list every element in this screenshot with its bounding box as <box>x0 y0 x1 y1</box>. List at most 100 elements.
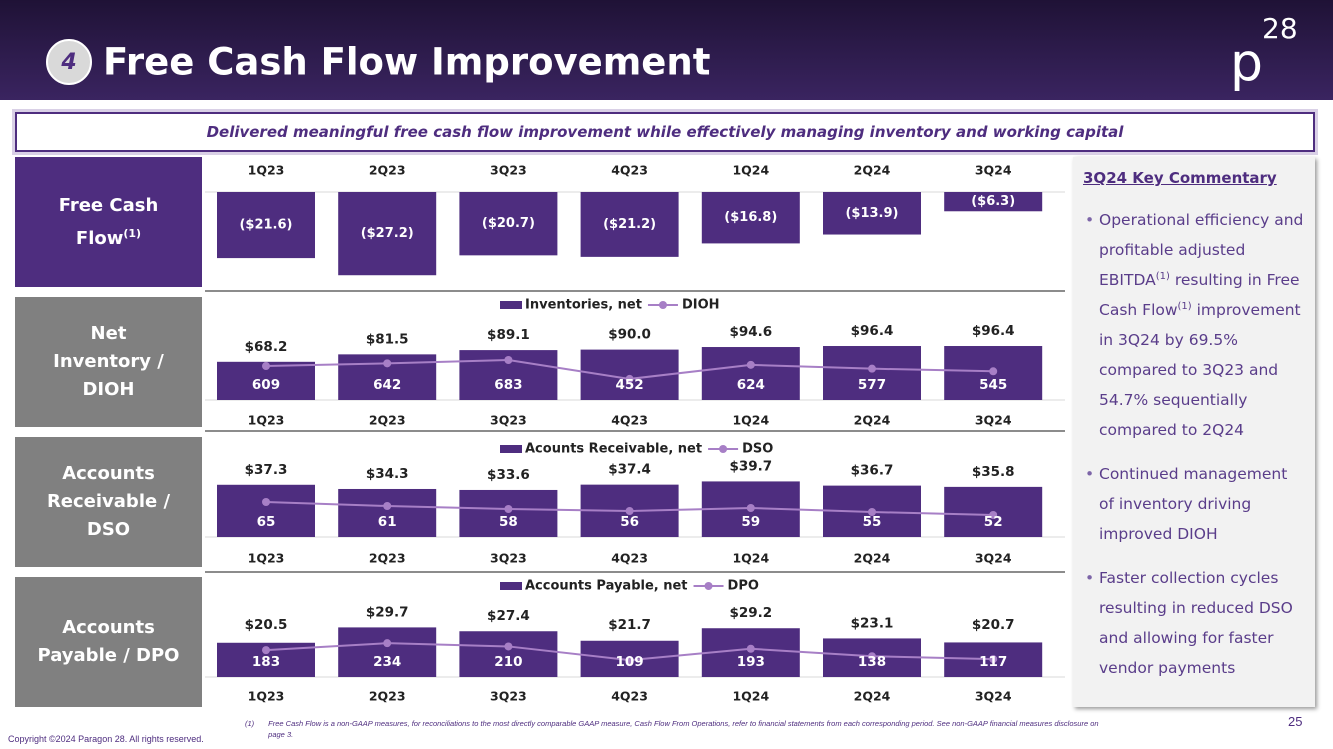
bar <box>701 347 800 400</box>
bar-value-label: ($21.6) <box>239 218 292 233</box>
line-value-label: 55 <box>863 514 882 530</box>
x-tick-label: 3Q23 <box>490 689 527 704</box>
line-value-label: 117 <box>979 654 1007 670</box>
bar-value-label: ($13.9) <box>845 206 898 221</box>
bar <box>823 346 921 400</box>
bar-value-label: $35.8 <box>972 464 1015 480</box>
line-point <box>746 504 755 512</box>
x-tick-label: 2Q24 <box>854 689 891 704</box>
x-tick-label: 2Q23 <box>369 551 406 566</box>
bar-value-label: $90.0 <box>608 327 651 343</box>
bar-value-label: $29.2 <box>729 605 772 621</box>
row-label-text: Accounts Payable / DPO <box>37 617 180 666</box>
bar <box>459 489 558 537</box>
footnote-marker: (1) <box>245 719 255 728</box>
line-value-label: 683 <box>494 377 522 393</box>
line-value-label: 61 <box>378 514 397 530</box>
bar-value-label: $20.5 <box>245 617 288 633</box>
bar-value-label: $96.4 <box>851 323 894 339</box>
line-point <box>383 502 392 510</box>
x-tick-label: 1Q24 <box>732 551 769 566</box>
x-tick-label: 2Q24 <box>854 413 891 428</box>
x-tick-label: 1Q24 <box>732 413 769 428</box>
bar <box>338 488 437 537</box>
bar <box>701 192 800 244</box>
x-tick-label: 1Q23 <box>248 413 285 428</box>
x-tick-label: 4Q23 <box>611 551 648 566</box>
legend-swatch <box>500 445 522 453</box>
bar-value-label: $37.3 <box>245 462 288 478</box>
line-value-label: 59 <box>741 514 760 530</box>
bar-value-label: $37.4 <box>608 462 651 478</box>
bar-value-label: $21.7 <box>608 617 651 633</box>
legend-label: DPO <box>728 579 759 594</box>
bar-value-label: ($27.2) <box>361 226 414 241</box>
slide-title: Free Cash Flow Improvement <box>103 41 710 84</box>
line-point <box>262 646 270 655</box>
bar <box>338 192 437 276</box>
line-value-label: 624 <box>737 377 765 393</box>
bullet-text: Faster collection cycles resulting in re… <box>1099 569 1293 677</box>
x-tick-label: 3Q24 <box>975 689 1012 704</box>
row-label-text: Net Inventory / DIOH <box>53 323 164 400</box>
x-tick-label: 1Q23 <box>248 689 285 704</box>
line-point <box>262 498 270 506</box>
legend-label: Inventories, net <box>525 298 642 313</box>
line-point <box>504 505 513 513</box>
bullet-text: (1) <box>1155 270 1170 282</box>
bar-value-label: ($6.3) <box>971 194 1015 209</box>
bullet-text: resulting in Free Cash Flow <box>1099 271 1300 319</box>
legend-label: Acounts Receivable, net <box>525 442 702 457</box>
footnote: (1) Free Cash Flow is a non-GAAP measures… <box>245 718 1105 740</box>
line-value-label: 193 <box>737 654 765 670</box>
x-tick-label: 3Q23 <box>490 413 527 428</box>
bullet-text: (1) <box>1177 300 1192 312</box>
line-point <box>262 362 270 371</box>
badge <box>46 39 92 85</box>
bullet-list: Operational efficiency and profitable ad… <box>1083 205 1307 683</box>
row-label-sup: (1) <box>123 226 142 240</box>
line-value-label: 642 <box>373 377 401 393</box>
x-tick-label: 1Q24 <box>732 689 769 704</box>
line-value-label: 58 <box>499 514 518 530</box>
bullet-text: improvement in 3Q24 by 69.5% compared to… <box>1099 301 1301 439</box>
line-point <box>746 360 755 369</box>
bar-value-label: $81.5 <box>366 331 409 347</box>
bar <box>338 627 437 677</box>
row-label: Net Inventory / DIOH <box>15 297 202 427</box>
bar-value-label: $33.6 <box>487 467 530 483</box>
row-label-text: Free Cash Flow <box>58 194 159 249</box>
line-point <box>504 355 513 364</box>
bar <box>823 192 921 235</box>
badge-number: 4 <box>60 50 76 75</box>
x-tick-label: 2Q23 <box>369 163 406 178</box>
x-tick-label: 2Q24 <box>854 163 891 178</box>
legend-label: DIOH <box>682 298 720 313</box>
logo-sup: 28 <box>1262 12 1298 45</box>
x-tick-label: 4Q23 <box>611 163 648 178</box>
bar-value-label: ($16.8) <box>724 210 777 225</box>
bar <box>580 192 679 257</box>
bar-value-label: $29.7 <box>366 604 409 620</box>
bullet: Continued management of inventory drivin… <box>1085 459 1307 549</box>
bullet: Operational efficiency and profitable ad… <box>1085 205 1307 445</box>
x-tick-label: 3Q24 <box>975 413 1012 428</box>
bar-value-label: $36.7 <box>851 463 894 479</box>
logo: p <box>1230 33 1263 93</box>
bullet: Faster collection cycles resulting in re… <box>1085 563 1307 683</box>
line-value-label: 210 <box>494 654 522 670</box>
commentary-panel: 3Q24 Key Commentary Operational efficien… <box>1073 157 1315 707</box>
bullet-text: Continued management of inventory drivin… <box>1099 465 1288 543</box>
bar-value-label: ($21.2) <box>603 217 656 232</box>
line-value-label: 452 <box>616 377 644 393</box>
x-tick-label: 4Q23 <box>611 413 648 428</box>
x-tick-label: 3Q23 <box>490 163 527 178</box>
bar-value-label: $23.1 <box>851 615 894 631</box>
line-point <box>625 507 634 515</box>
line-value-label: 109 <box>616 654 644 670</box>
row-label: Accounts Receivable / DSO <box>15 437 202 567</box>
bar-value-label: $89.1 <box>487 327 530 343</box>
bar <box>459 192 558 256</box>
line-value-label: 234 <box>373 654 401 670</box>
page-number: 25 <box>1288 714 1303 729</box>
